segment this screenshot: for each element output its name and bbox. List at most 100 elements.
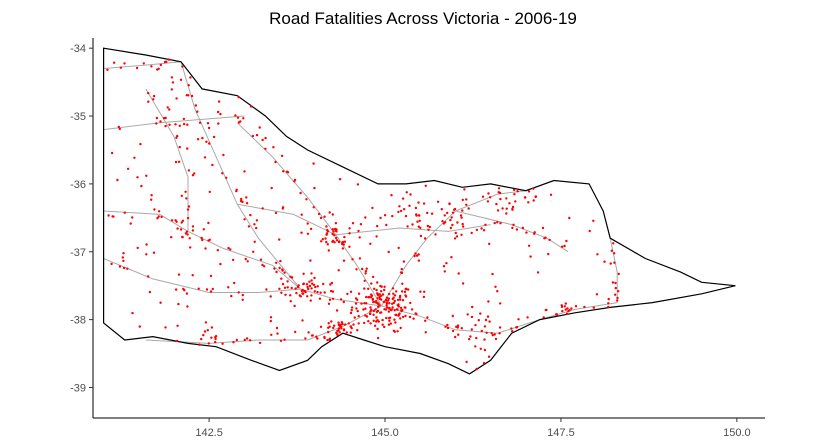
fatality-point (399, 298, 402, 301)
fatality-point (156, 217, 159, 220)
fatality-point (142, 62, 145, 65)
fatality-point (510, 327, 513, 330)
fatality-point (276, 332, 279, 335)
fatality-point (525, 231, 528, 234)
fatality-point (451, 314, 454, 318)
fatality-point (204, 321, 208, 324)
fatality-point (176, 134, 179, 138)
fatality-point (278, 266, 281, 270)
fatality-point (614, 293, 617, 296)
fatality-point (177, 302, 180, 306)
fatality-point (211, 287, 214, 291)
fatality-point (526, 316, 529, 319)
fatality-point (614, 286, 617, 290)
fatality-point (393, 294, 397, 297)
fatality-point (374, 308, 377, 311)
fatality-point (354, 302, 358, 305)
fatality-point (357, 322, 360, 325)
fatality-point (196, 138, 200, 141)
fatality-point (388, 302, 391, 305)
fatality-point (417, 214, 421, 217)
fatality-point (400, 309, 403, 312)
fatality-point (350, 309, 353, 312)
fatality-point (210, 336, 213, 339)
fatality-point (454, 335, 457, 339)
fatality-point (369, 310, 372, 313)
road-line (180, 61, 301, 290)
fatality-point (364, 216, 367, 219)
fatality-point (592, 306, 595, 309)
fatality-point (332, 326, 335, 330)
fatality-point (393, 309, 396, 312)
fatality-point (376, 327, 379, 331)
fatality-point (177, 160, 181, 163)
fatality-point (611, 281, 615, 284)
fatality-point (150, 198, 153, 201)
fatality-point (217, 100, 221, 103)
fatality-point (309, 259, 312, 262)
fatality-point (342, 300, 345, 304)
fatality-point (258, 341, 262, 345)
fatality-point (170, 219, 174, 222)
fatality-point (386, 299, 390, 302)
fatality-point (311, 334, 314, 337)
fatality-point (383, 325, 386, 329)
fatality-point (400, 267, 403, 271)
fatality-point (351, 258, 354, 261)
fatality-point (563, 244, 566, 248)
fatality-point (428, 225, 431, 229)
fatality-point (493, 333, 496, 336)
fatality-point (484, 223, 487, 226)
fatality-point (549, 193, 553, 196)
fatality-point (381, 318, 384, 322)
fatality-point (414, 252, 417, 255)
fatality-point (330, 320, 333, 323)
fatality-point (247, 225, 251, 228)
fatality-point (201, 238, 204, 242)
fatality-point (321, 238, 324, 241)
fatality-point (415, 312, 418, 316)
fatality-point (176, 227, 179, 230)
fatality-point (494, 285, 497, 288)
fatality-point (339, 298, 343, 301)
fatality-point (171, 81, 175, 84)
fatality-point (232, 341, 235, 344)
fatality-point (168, 123, 171, 127)
fatality-point (402, 260, 406, 263)
fatality-point (363, 287, 366, 290)
fatality-point (206, 329, 209, 332)
fatality-point (453, 237, 457, 240)
fatality-point (198, 121, 202, 124)
fatality-point (270, 186, 273, 190)
fatality-point (327, 302, 331, 305)
fatality-point (456, 324, 460, 327)
fatality-point (349, 331, 352, 334)
fatality-point (305, 283, 309, 286)
fatality-point (295, 291, 298, 295)
fatality-point (383, 285, 386, 288)
fatality-point (465, 203, 468, 206)
fatality-point (465, 198, 468, 201)
fatality-point (280, 154, 284, 158)
x-axis-ticks: 142.5 145.0 147.5 150.0 (195, 418, 751, 439)
fatality-point (371, 275, 375, 279)
fatality-point (331, 240, 334, 243)
fatality-point (375, 235, 378, 238)
fatality-point (477, 319, 480, 322)
fatality-point (337, 327, 341, 330)
fatality-point (129, 222, 132, 225)
fatality-point (118, 265, 122, 268)
fatality-point (494, 337, 498, 341)
fatality-point (275, 270, 278, 274)
fatality-point (235, 338, 238, 342)
fatality-point (193, 172, 196, 175)
fatality-point (236, 116, 240, 119)
fatality-point (278, 238, 281, 241)
fatality-point (331, 297, 335, 300)
fatality-point (237, 96, 240, 99)
fatality-point (511, 208, 514, 211)
fatality-point (216, 110, 220, 114)
fatality-point (527, 190, 531, 193)
fatality-point (197, 287, 200, 290)
fatality-point (301, 288, 304, 292)
